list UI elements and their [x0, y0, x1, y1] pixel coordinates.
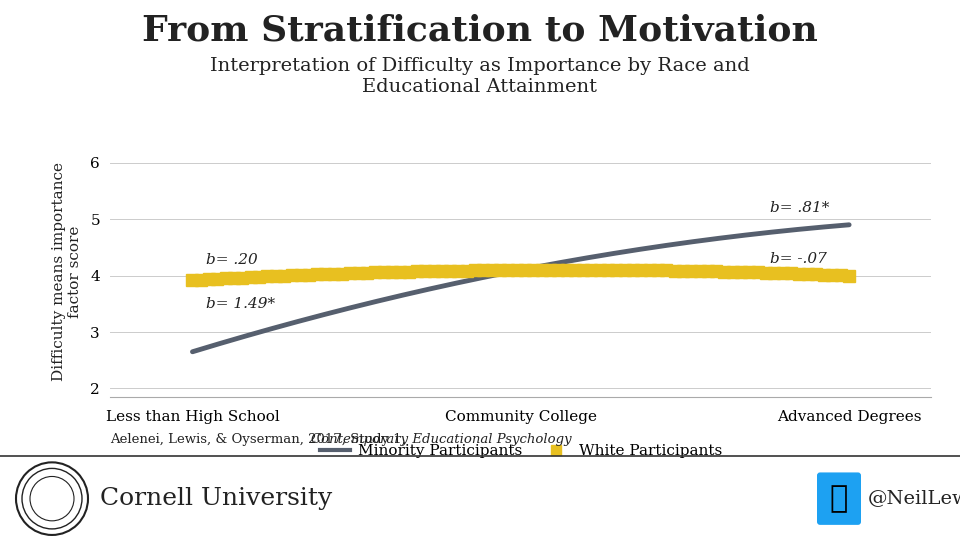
- Text: Cornell University: Cornell University: [100, 487, 332, 510]
- FancyBboxPatch shape: [817, 472, 861, 525]
- Text: Contemporary Educational Psychology: Contemporary Educational Psychology: [311, 433, 571, 446]
- Text: b= .81*: b= .81*: [770, 201, 829, 215]
- Legend: Minority Participants, White Participants: Minority Participants, White Participant…: [314, 438, 728, 464]
- Text: Interpretation of Difficulty as Importance by Race and
Educational Attainment: Interpretation of Difficulty as Importan…: [210, 57, 750, 96]
- Text: Aelenei, Lewis, & Oyserman, 2017, Study 1,: Aelenei, Lewis, & Oyserman, 2017, Study …: [110, 433, 411, 446]
- Text: b= 1.49*: b= 1.49*: [205, 298, 275, 311]
- Text: From Stratification to Motivation: From Stratification to Motivation: [142, 14, 818, 48]
- Y-axis label: Difficulty means importance
factor score: Difficulty means importance factor score: [52, 162, 82, 381]
- Text: b= .20: b= .20: [205, 253, 257, 267]
- Text: 🐦: 🐦: [829, 484, 848, 513]
- Text: b= -.07: b= -.07: [770, 252, 828, 266]
- Text: @NeilLewisJr: @NeilLewisJr: [868, 490, 960, 508]
